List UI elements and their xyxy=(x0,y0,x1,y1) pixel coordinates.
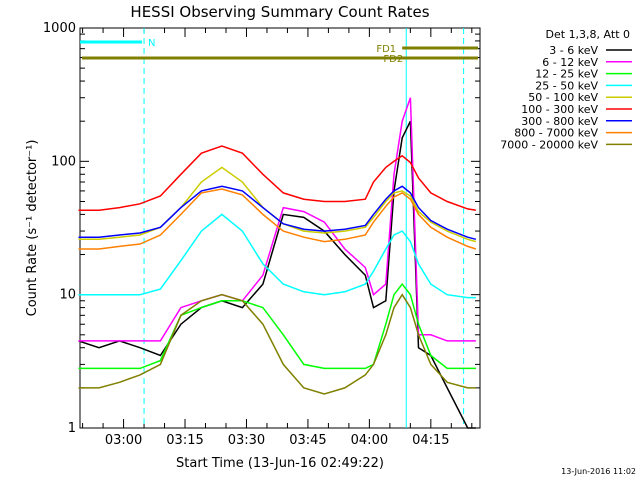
legend-label: 25 - 50 keV xyxy=(535,79,598,92)
y-axis-label: Count Rate (s⁻¹ detector⁻¹) xyxy=(25,140,40,317)
status-bar-label: N xyxy=(148,38,155,49)
y-tick-label: 1000 xyxy=(43,21,76,36)
x-tick-label: 03:00 xyxy=(105,433,142,448)
series-line xyxy=(78,185,477,241)
series-line xyxy=(78,282,476,370)
series-line xyxy=(78,188,477,250)
legend-label: 6 - 12 keV xyxy=(542,56,598,69)
x-tick-label: 04:15 xyxy=(412,433,449,448)
x-tick-label: 03:45 xyxy=(289,433,326,448)
legend-label: 7000 - 20000 keV xyxy=(500,138,598,151)
legend-header: Det 1,3,8, Att 0 xyxy=(546,28,630,41)
x-tick-label: 04:00 xyxy=(351,433,388,448)
legend-label: 12 - 25 keV xyxy=(535,68,598,81)
y-tick-label: 10 xyxy=(59,288,76,303)
status-bar-label: FD2 xyxy=(383,54,403,65)
series-line xyxy=(78,213,476,299)
legend-label: 50 - 100 keV xyxy=(528,91,598,104)
series-line xyxy=(78,145,477,211)
chart-title: HESSI Observing Summary Count Rates xyxy=(130,3,429,21)
footer-timestamp: 13-Jun-2016 11:02 xyxy=(561,467,636,476)
series-line xyxy=(78,293,476,395)
vertical-markers xyxy=(143,28,465,428)
status-bar-label: FD1 xyxy=(376,44,396,55)
y-tick-labels: 1 10 100 1000 xyxy=(43,21,76,436)
plot-frame xyxy=(79,27,481,429)
x-axis-label: Start Time (13-Jun-16 02:49:22) xyxy=(176,456,384,471)
series-lines xyxy=(78,97,477,429)
legend-label: 300 - 800 keV xyxy=(521,115,598,128)
x-tick-labels: 03:00 03:15 03:30 03:45 04:00 04:15 xyxy=(105,433,450,448)
x-tick-label: 03:30 xyxy=(228,433,265,448)
legend-label: 3 - 6 keV xyxy=(549,44,598,57)
legend-label: 800 - 7000 keV xyxy=(514,127,598,140)
x-tick-label: 03:15 xyxy=(166,433,203,448)
y-tick-label: 1 xyxy=(68,421,76,436)
legend-label: 100 - 300 keV xyxy=(521,103,598,116)
y-tick-label: 100 xyxy=(51,154,76,169)
